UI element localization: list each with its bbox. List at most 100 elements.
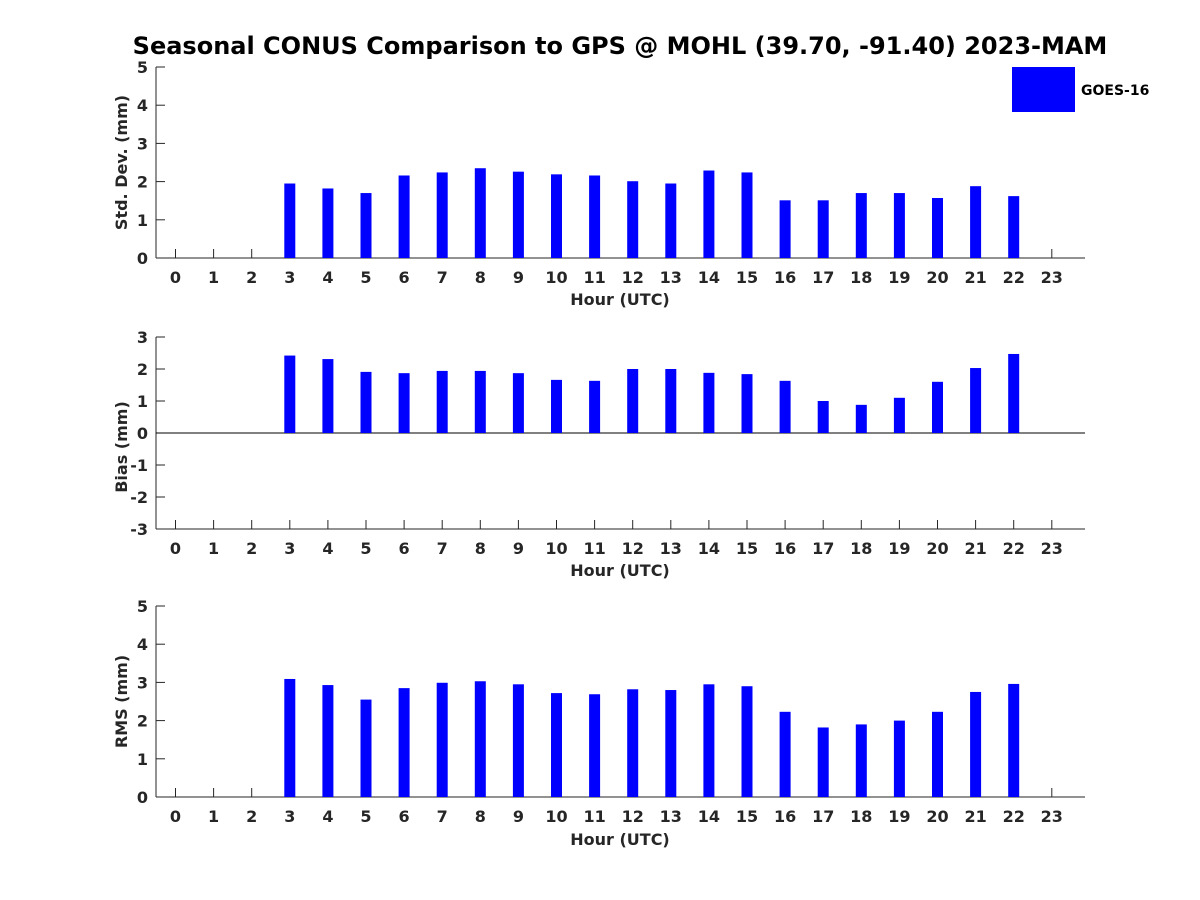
bar	[360, 193, 372, 258]
y-tick-label: 0	[137, 788, 148, 807]
x-tick-label: 9	[513, 268, 524, 287]
bar	[855, 193, 867, 258]
bar	[322, 359, 334, 433]
x-tick-label: 17	[812, 268, 834, 287]
bar	[932, 381, 943, 433]
x-tick-label: 17	[812, 539, 834, 558]
bar	[360, 699, 372, 797]
x-tick-label: 4	[322, 268, 333, 287]
x-tick-label: 13	[660, 807, 682, 826]
legend-label: GOES-16	[1081, 83, 1149, 99]
x-tick-label: 0	[170, 807, 181, 826]
x-tick-label: 16	[774, 539, 796, 558]
y-tick-label: 1	[137, 211, 148, 230]
bar	[665, 369, 677, 433]
x-tick-label: 6	[399, 268, 410, 287]
bar	[589, 175, 601, 258]
x-tick-label: 7	[437, 807, 448, 826]
x-tick-label: 21	[964, 807, 986, 826]
bar	[665, 690, 677, 797]
bar	[436, 172, 448, 258]
x-tick-label: 19	[888, 268, 910, 287]
bar	[817, 401, 829, 433]
x-tick-label: 15	[736, 807, 758, 826]
y-tick-label: 1	[137, 750, 148, 769]
bar	[551, 693, 562, 797]
x-tick-label: 2	[246, 268, 257, 287]
bar	[589, 380, 601, 433]
x-axis-label: Hour (UTC)	[570, 290, 670, 309]
bar	[741, 374, 753, 433]
x-tick-label: 12	[622, 268, 644, 287]
bar	[893, 397, 905, 433]
y-tick-label: 0	[137, 249, 148, 268]
bar	[474, 370, 486, 433]
x-tick-label: 17	[812, 807, 834, 826]
bar	[474, 681, 486, 797]
bar	[970, 368, 982, 433]
x-tick-label: 20	[926, 539, 948, 558]
bar	[512, 171, 524, 258]
bar	[322, 188, 334, 258]
y-tick-label: 5	[137, 597, 148, 616]
bar	[1008, 683, 1020, 797]
bar	[360, 371, 372, 433]
x-tick-label: 20	[926, 807, 948, 826]
bar	[436, 682, 448, 797]
x-tick-label: 2	[246, 539, 257, 558]
y-tick-label: 3	[137, 134, 148, 153]
x-tick-label: 1	[208, 539, 219, 558]
y-tick-label: 2	[137, 173, 148, 192]
x-tick-label: 3	[284, 807, 295, 826]
x-tick-label: 5	[360, 268, 371, 287]
bar	[398, 688, 410, 797]
x-tick-label: 12	[622, 807, 644, 826]
x-tick-label: 13	[660, 539, 682, 558]
x-tick-label: 19	[888, 807, 910, 826]
x-tick-label: 23	[1041, 268, 1063, 287]
bar	[855, 724, 867, 797]
bar	[1008, 353, 1020, 433]
legend-swatch	[1012, 67, 1075, 112]
y-axis-label: RMS (mm)	[112, 655, 131, 748]
x-tick-label: 22	[1003, 807, 1025, 826]
x-tick-label: 14	[698, 807, 720, 826]
bar	[970, 691, 982, 797]
x-tick-label: 1	[208, 807, 219, 826]
x-tick-label: 23	[1041, 807, 1063, 826]
x-tick-label: 8	[475, 268, 486, 287]
x-tick-label: 7	[437, 268, 448, 287]
bar	[627, 369, 639, 433]
bar	[627, 181, 639, 258]
y-tick-label: 3	[137, 673, 148, 692]
y-tick-label: 5	[137, 58, 148, 77]
bar	[398, 175, 410, 258]
bar	[1008, 196, 1020, 258]
x-tick-label: 8	[475, 539, 486, 558]
x-tick-label: 11	[583, 268, 605, 287]
x-tick-label: 4	[322, 807, 333, 826]
x-tick-label: 10	[545, 807, 567, 826]
bar	[703, 372, 715, 433]
y-tick-label: -1	[130, 456, 148, 475]
x-tick-label: 6	[399, 807, 410, 826]
bar	[741, 686, 753, 797]
y-tick-label: 3	[137, 328, 148, 347]
x-tick-label: 5	[360, 807, 371, 826]
x-tick-label: 0	[170, 539, 181, 558]
bar	[703, 170, 715, 258]
y-tick-label: 4	[137, 96, 148, 115]
bar	[970, 186, 982, 258]
x-tick-label: 13	[660, 268, 682, 287]
bar	[627, 689, 639, 797]
x-tick-label: 21	[964, 539, 986, 558]
x-axis-label: Hour (UTC)	[570, 561, 670, 580]
chart-title: Seasonal CONUS Comparison to GPS @ MOHL …	[133, 32, 1108, 60]
x-tick-label: 9	[513, 807, 524, 826]
x-tick-label: 14	[698, 268, 720, 287]
y-tick-label: 4	[137, 635, 148, 654]
bar	[398, 373, 410, 433]
x-tick-label: 6	[399, 539, 410, 558]
